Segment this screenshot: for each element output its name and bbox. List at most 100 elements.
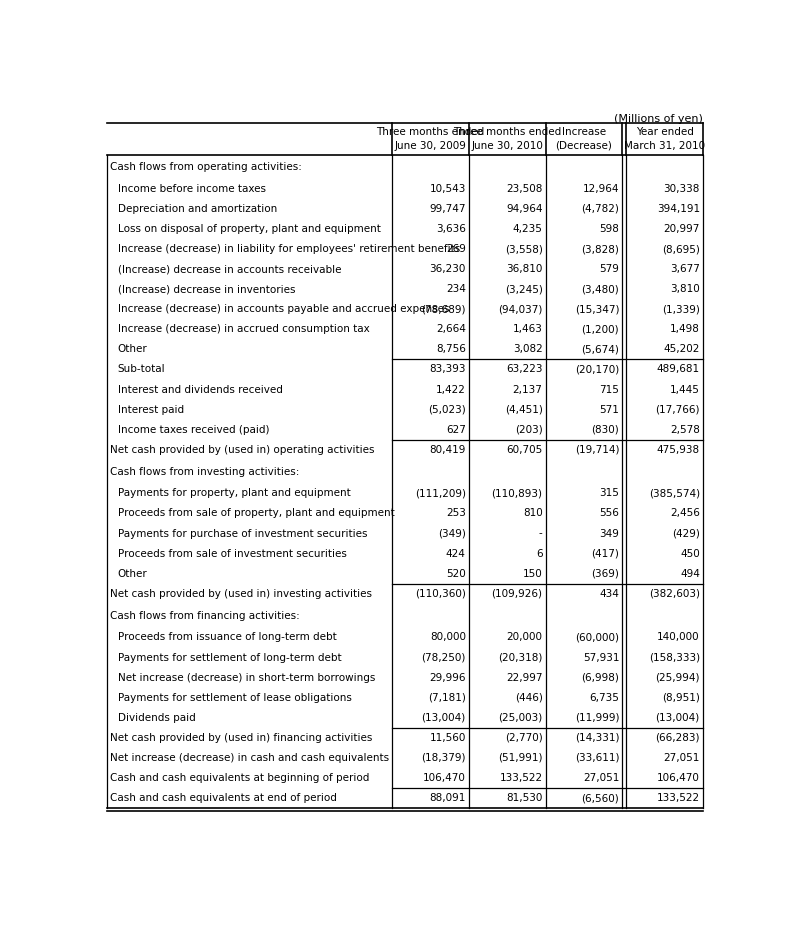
Text: 2,137: 2,137 xyxy=(513,385,542,395)
Text: (1,200): (1,200) xyxy=(582,324,619,335)
Text: 22,997: 22,997 xyxy=(506,673,542,682)
Text: 627: 627 xyxy=(446,425,466,435)
Text: 3,636: 3,636 xyxy=(436,224,466,234)
Text: 1,445: 1,445 xyxy=(670,385,700,395)
Text: 29,996: 29,996 xyxy=(430,673,466,682)
Text: (1,339): (1,339) xyxy=(662,304,700,314)
Text: 83,393: 83,393 xyxy=(430,364,466,375)
Text: (3,480): (3,480) xyxy=(581,285,619,294)
Text: 27,051: 27,051 xyxy=(663,753,700,763)
Text: 3,082: 3,082 xyxy=(513,344,542,354)
Text: (3,558): (3,558) xyxy=(505,244,542,254)
Text: 140,000: 140,000 xyxy=(657,632,700,642)
Text: (19,714): (19,714) xyxy=(575,445,619,455)
Text: 20,997: 20,997 xyxy=(663,224,700,234)
Text: 27,051: 27,051 xyxy=(583,773,619,783)
Text: (4,782): (4,782) xyxy=(581,204,619,214)
Text: 45,202: 45,202 xyxy=(663,344,700,354)
Text: 88,091: 88,091 xyxy=(430,794,466,803)
Text: (7,181): (7,181) xyxy=(428,692,466,703)
Text: Increase (decrease) in liability for employees' retirement benefits: Increase (decrease) in liability for emp… xyxy=(118,244,460,254)
Text: 133,522: 133,522 xyxy=(500,773,542,783)
Text: 12,964: 12,964 xyxy=(583,184,619,194)
Text: 598: 598 xyxy=(600,224,619,234)
Text: 11,560: 11,560 xyxy=(430,733,466,743)
Text: (349): (349) xyxy=(438,528,466,539)
Text: (33,611): (33,611) xyxy=(575,753,619,763)
Text: Interest paid: Interest paid xyxy=(118,404,184,414)
Text: (78,250): (78,250) xyxy=(422,653,466,663)
Text: 57,931: 57,931 xyxy=(583,653,619,663)
Text: 94,964: 94,964 xyxy=(506,204,542,214)
Text: Increase
(Decrease): Increase (Decrease) xyxy=(555,127,613,150)
Text: (6,998): (6,998) xyxy=(581,673,619,682)
Text: (369): (369) xyxy=(592,568,619,578)
Text: Payments for purchase of investment securities: Payments for purchase of investment secu… xyxy=(118,528,368,539)
Text: 715: 715 xyxy=(600,385,619,395)
Text: 349: 349 xyxy=(600,528,619,539)
Text: (2,770): (2,770) xyxy=(505,733,542,743)
Text: (4,451): (4,451) xyxy=(505,404,542,414)
Text: (8,695): (8,695) xyxy=(662,244,700,254)
Text: 394,191: 394,191 xyxy=(657,204,700,214)
Text: 63,223: 63,223 xyxy=(506,364,542,375)
Text: (5,674): (5,674) xyxy=(581,344,619,354)
Text: 81,530: 81,530 xyxy=(506,794,542,803)
Text: Proceeds from issuance of long-term debt: Proceeds from issuance of long-term debt xyxy=(118,632,337,642)
Text: (66,283): (66,283) xyxy=(655,733,700,743)
Text: 1,498: 1,498 xyxy=(670,324,700,335)
Text: 106,470: 106,470 xyxy=(423,773,466,783)
Text: 253: 253 xyxy=(446,509,466,518)
Text: 494: 494 xyxy=(680,568,700,578)
Text: Payments for settlement of lease obligations: Payments for settlement of lease obligat… xyxy=(118,692,351,703)
Text: Three months ended
June 30, 2010: Three months ended June 30, 2010 xyxy=(453,127,561,150)
Text: 30,338: 30,338 xyxy=(663,184,700,194)
Text: Net increase (decrease) in cash and cash equivalents: Net increase (decrease) in cash and cash… xyxy=(110,753,389,763)
Text: (Millions of yen): (Millions of yen) xyxy=(614,114,703,124)
Text: Year ended
March 31, 2010: Year ended March 31, 2010 xyxy=(624,127,705,150)
Text: -: - xyxy=(538,528,542,539)
Text: 8,756: 8,756 xyxy=(436,344,466,354)
Text: Cash flows from operating activities:: Cash flows from operating activities: xyxy=(110,162,302,171)
Text: (6,560): (6,560) xyxy=(581,794,619,803)
Text: 2,578: 2,578 xyxy=(670,425,700,435)
Text: (385,574): (385,574) xyxy=(649,489,700,499)
Text: Proceeds from sale of investment securities: Proceeds from sale of investment securit… xyxy=(118,549,347,559)
Text: 2,456: 2,456 xyxy=(670,509,700,518)
Text: 424: 424 xyxy=(446,549,466,559)
Text: Cash and cash equivalents at end of period: Cash and cash equivalents at end of peri… xyxy=(110,794,337,803)
Text: 10,543: 10,543 xyxy=(430,184,466,194)
Text: 60,705: 60,705 xyxy=(506,445,542,455)
Text: (429): (429) xyxy=(672,528,700,539)
Text: Net cash provided by (used in) investing activities: Net cash provided by (used in) investing… xyxy=(110,589,372,599)
Text: 520: 520 xyxy=(446,568,466,578)
Text: 3,677: 3,677 xyxy=(670,264,700,274)
Text: Cash flows from financing activities:: Cash flows from financing activities: xyxy=(110,611,300,620)
Text: (203): (203) xyxy=(515,425,542,435)
Text: Increase (decrease) in accrued consumption tax: Increase (decrease) in accrued consumpti… xyxy=(118,324,369,335)
Text: (446): (446) xyxy=(514,692,542,703)
Text: Depreciation and amortization: Depreciation and amortization xyxy=(118,204,277,214)
Text: 80,000: 80,000 xyxy=(430,632,466,642)
Text: (94,037): (94,037) xyxy=(498,304,542,314)
Text: 36,810: 36,810 xyxy=(506,264,542,274)
Text: (17,766): (17,766) xyxy=(655,404,700,414)
Text: (20,170): (20,170) xyxy=(575,364,619,375)
Text: Payments for property, plant and equipment: Payments for property, plant and equipme… xyxy=(118,489,351,499)
Text: (60,000): (60,000) xyxy=(575,632,619,642)
Text: 556: 556 xyxy=(600,509,619,518)
Text: 489,681: 489,681 xyxy=(657,364,700,375)
Text: (Increase) decrease in accounts receivable: (Increase) decrease in accounts receivab… xyxy=(118,264,341,274)
Text: 6: 6 xyxy=(536,549,542,559)
Text: (5,023): (5,023) xyxy=(428,404,466,414)
Text: (25,994): (25,994) xyxy=(655,673,700,682)
Text: 315: 315 xyxy=(600,489,619,499)
Text: (158,333): (158,333) xyxy=(649,653,700,663)
Text: (8,951): (8,951) xyxy=(662,692,700,703)
Text: 450: 450 xyxy=(680,549,700,559)
Text: Dividends paid: Dividends paid xyxy=(118,713,196,723)
Text: (110,893): (110,893) xyxy=(492,489,542,499)
Text: (3,245): (3,245) xyxy=(505,285,542,294)
Text: 475,938: 475,938 xyxy=(657,445,700,455)
Text: 133,522: 133,522 xyxy=(657,794,700,803)
